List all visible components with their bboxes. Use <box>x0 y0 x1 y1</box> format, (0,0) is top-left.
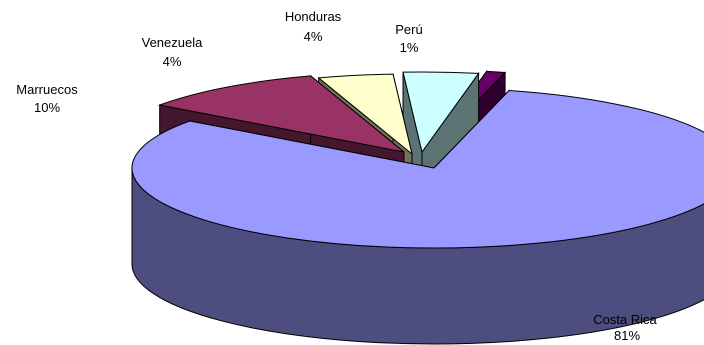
label-pct-venezuela: 4% <box>163 54 182 69</box>
slice-venezuela-top <box>317 73 413 156</box>
label-name-honduras: Honduras <box>285 9 342 24</box>
label-name-costa-rica: Costa Rica <box>593 312 657 327</box>
slice-costa-rica-top <box>131 89 704 249</box>
slice-honduras-top <box>402 71 480 154</box>
slice-marruecos-top <box>157 75 405 153</box>
label-pct-honduras: 4% <box>304 29 323 44</box>
label-name-venezuela: Venezuela <box>142 35 203 50</box>
pie-slices <box>131 69 704 345</box>
data-labels: Costa Rica 81% Marruecos 10% Venezuela 4… <box>16 9 657 343</box>
label-pct-costa-rica: 81% <box>614 328 640 343</box>
label-name-marruecos: Marruecos <box>16 82 78 97</box>
slice-costa-rica <box>131 89 704 345</box>
label-pct-peru: 1% <box>400 40 419 55</box>
label-pct-marruecos: 10% <box>34 100 60 115</box>
label-name-peru: Perú <box>395 22 422 37</box>
